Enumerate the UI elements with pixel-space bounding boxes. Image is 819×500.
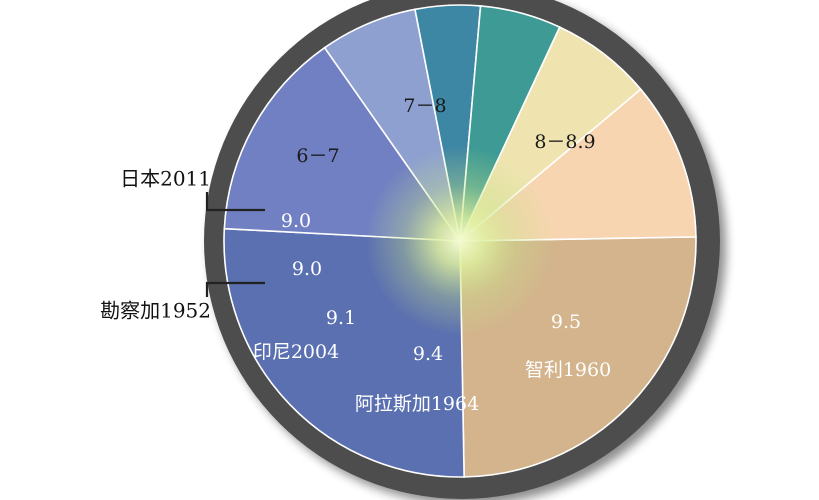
slice-value-label-2: 9.4 [413,343,443,365]
leader-line-japan [205,192,265,212]
slice-value-label-4: 9.0 [292,258,322,280]
leader-line-kamchatka [205,281,265,297]
outside-event-label-4: 勘察加1952 [100,299,211,323]
slice-event-label-2: 阿拉斯加1964 [355,393,479,415]
center-glow [365,146,555,336]
slice-value-label-0: 8－8.9 [534,131,595,153]
slice-event-label-1: 智利1960 [525,359,611,381]
slice-event-label-3: 印尼2004 [253,341,339,363]
slice-value-label-7: 7－8 [403,95,446,117]
slice-value-label-5: 9.0 [281,210,311,232]
outside-event-label-5: 日本2011 [120,167,211,191]
slice-value-label-1: 9.5 [551,311,581,333]
slice-value-label-6: 6－7 [296,145,339,167]
slice-value-label-3: 9.1 [326,307,356,329]
